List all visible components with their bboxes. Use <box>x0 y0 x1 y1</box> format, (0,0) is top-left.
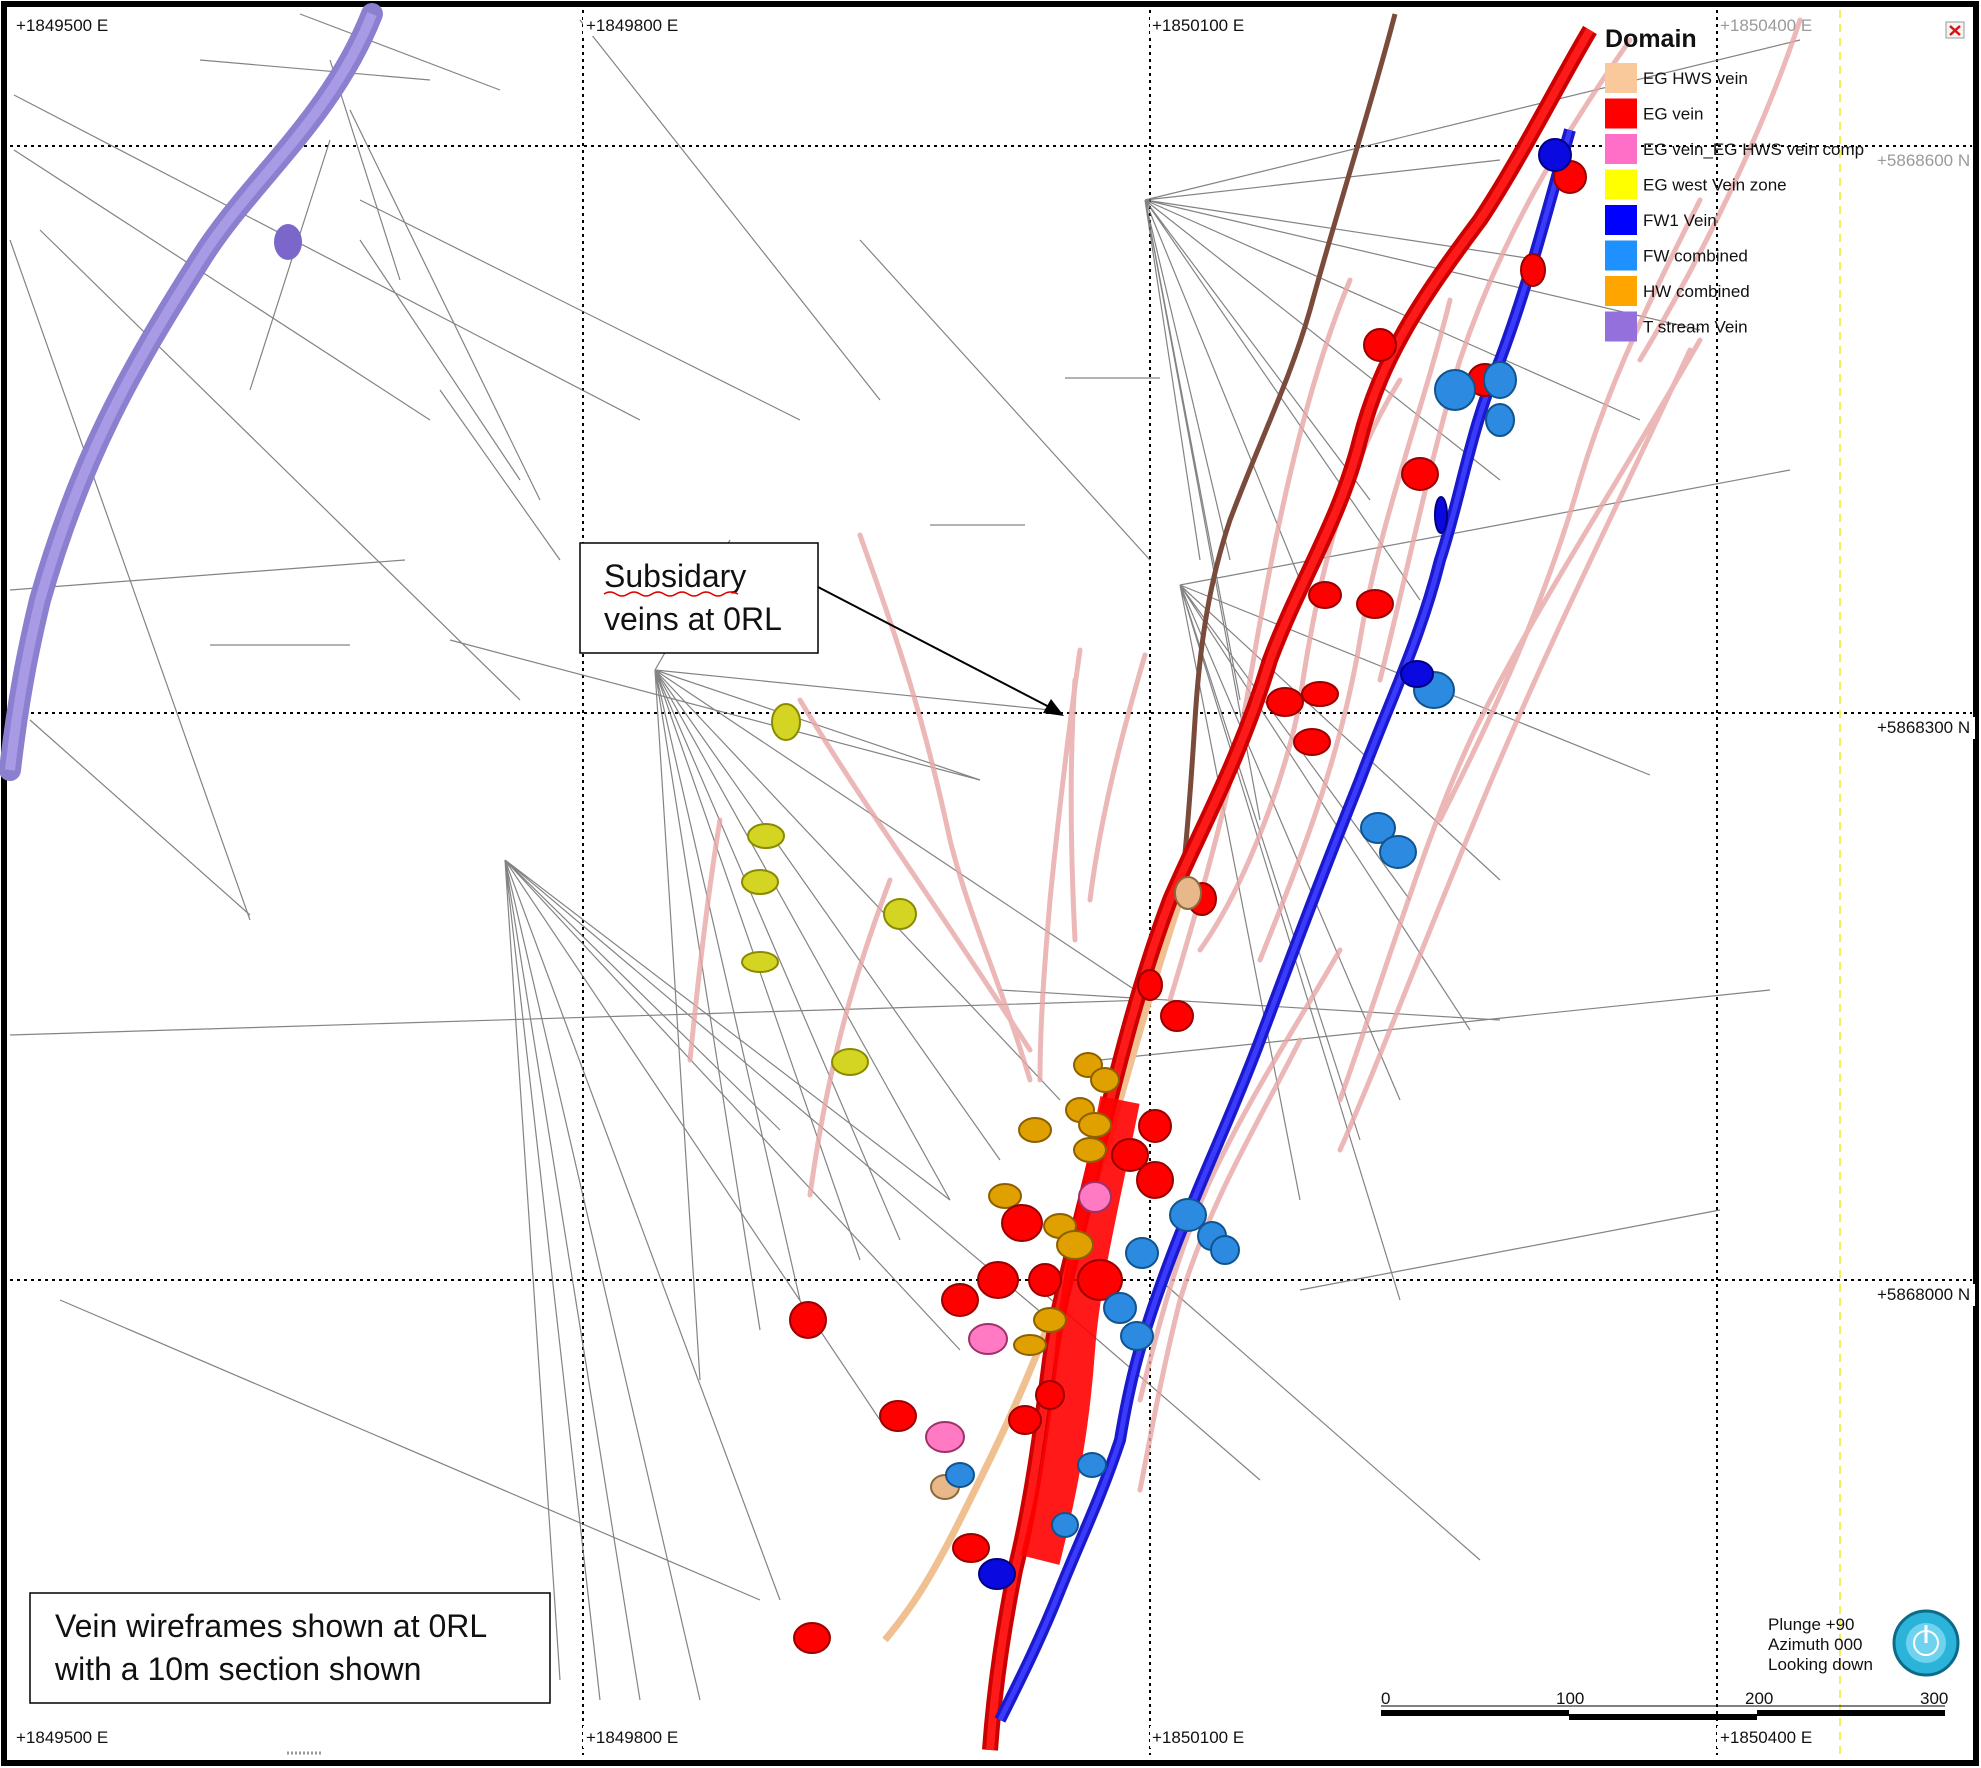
hw-combined-intercepts <box>988 1052 1120 1356</box>
easting-label: +1849800 E <box>586 16 678 35</box>
legend-label: HW combined <box>1643 282 1750 301</box>
legend-item: T stream Vein <box>1605 311 1748 342</box>
close-icon <box>1949 25 1961 36</box>
legend-label: T stream Vein <box>1643 318 1748 337</box>
northing-labels: +5868600 N +5868300 N +5868000 N <box>1875 151 1975 1306</box>
legend-label: EG vein <box>1643 105 1703 124</box>
scale-label: 100 <box>1556 1689 1584 1708</box>
legend-item: FW combined <box>1605 240 1748 271</box>
subsidiary-veins-callout: Subsidary veins at 0RL <box>579 542 1064 716</box>
fw1-vein-intercepts <box>978 138 1572 1590</box>
subsidiary-line2: veins at 0RL <box>604 601 782 637</box>
brown-vein-wireframe <box>1177 13 1398 901</box>
scale-label: 200 <box>1745 1689 1773 1708</box>
easting-label: +1849800 E <box>586 1728 678 1747</box>
legend-item: EG vein_EG HWS vein comp <box>1605 134 1864 164</box>
easting-labels-bottom: +1849500 E +1849800 E +1850100 E +185040… <box>12 1726 1817 1748</box>
scale-label: 300 <box>1920 1689 1948 1708</box>
legend: Domain EG HWS vein EG vein EG vein_EG HWS … <box>1605 25 1864 342</box>
legend-item: EG vein <box>1605 98 1703 129</box>
legend-swatch <box>1605 240 1637 271</box>
legend-item: EG west Vein zone <box>1605 169 1787 200</box>
legend-swatch <box>1605 63 1637 93</box>
easting-label: +1849500 E <box>16 16 108 35</box>
easting-label: +1849500 E <box>16 1728 108 1747</box>
looking-label: Looking down <box>1768 1655 1873 1674</box>
easting-label: +1850100 E <box>1152 16 1244 35</box>
plunge-label: Plunge +90 <box>1768 1615 1855 1634</box>
legend-swatch <box>1605 205 1637 235</box>
azimuth-label: Azimuth 000 <box>1768 1635 1863 1654</box>
t-stream-intercept <box>274 224 302 260</box>
section-note: Vein wireframes shown at 0RL with a 10m … <box>29 1592 551 1704</box>
legend-swatch <box>1605 276 1637 306</box>
legend-swatch <box>1605 311 1637 342</box>
drillhole-traces <box>9 13 1801 1701</box>
easting-label: +1850400 E <box>1720 1728 1812 1747</box>
legend-item: FW1 Vein <box>1605 205 1717 235</box>
view-orientation: Plunge +90 Azimuth 000 Looking down <box>1768 1609 1960 1677</box>
close-button[interactable] <box>1945 21 1965 39</box>
note-line1: Vein wireframes shown at 0RL <box>55 1608 487 1644</box>
legend-item: EG HWS vein <box>1605 63 1748 93</box>
legend-title: Domain <box>1605 25 1697 53</box>
compass-icon <box>1892 1609 1960 1677</box>
legend-label: FW combined <box>1643 247 1748 266</box>
legend-item: HW combined <box>1605 276 1750 306</box>
note-line2: with a 10m section shown <box>54 1651 421 1687</box>
legend-swatch <box>1605 169 1637 200</box>
eg-west-intercepts <box>741 703 917 1076</box>
legend-label: EG vein_EG HWS vein comp <box>1643 140 1864 159</box>
easting-label: +1850400 E <box>1720 16 1812 35</box>
northing-label: +5868600 N <box>1877 151 1970 170</box>
legend-swatch <box>1605 134 1637 164</box>
northing-label: +5868000 N <box>1877 1285 1970 1304</box>
legend-label: EG HWS vein <box>1643 69 1748 88</box>
legend-swatch <box>1605 98 1637 129</box>
eg-hws-intercepts <box>930 876 1202 1500</box>
scale-bar: 0 100 200 300 <box>1381 1689 1948 1720</box>
northing-label: +5868300 N <box>1877 718 1970 737</box>
easting-label: +1850100 E <box>1152 1728 1244 1747</box>
easting-labels-top: +1849500 E +1849800 E +1850100 E +185040… <box>12 14 1812 36</box>
subsidiary-line1: Subsidary <box>604 558 746 594</box>
eg-comp-intercepts <box>925 1181 1112 1453</box>
legend-label: EG west Vein zone <box>1643 176 1787 195</box>
legend-label: FW1 Vein <box>1643 211 1717 230</box>
scale-label: 0 <box>1381 1689 1390 1708</box>
